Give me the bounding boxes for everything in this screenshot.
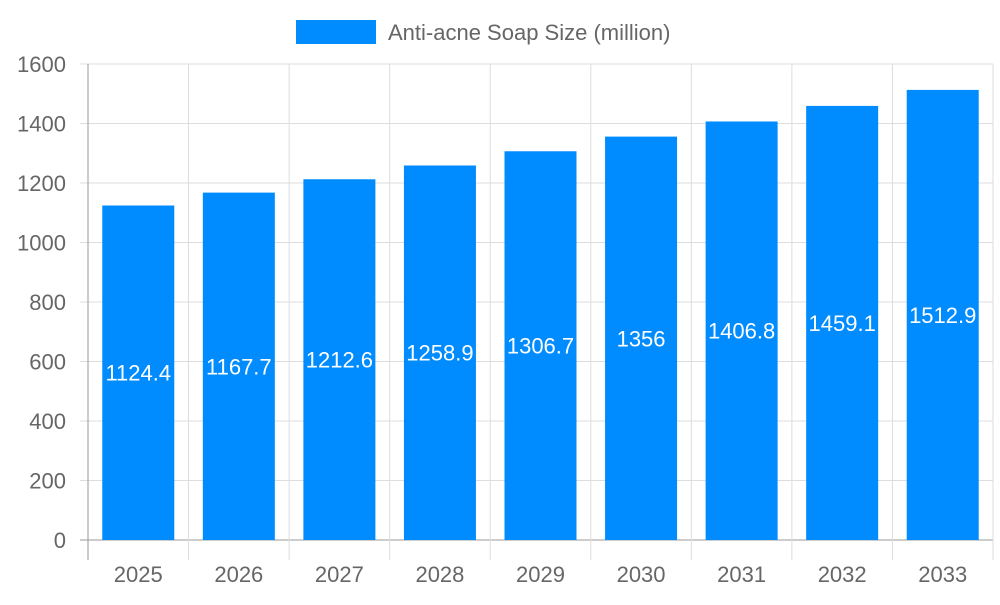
y-tick-label: 1400 [17, 112, 66, 137]
y-tick-label: 800 [29, 290, 66, 315]
x-tick-label: 2027 [315, 562, 364, 587]
data-label: 1306.7 [507, 334, 574, 359]
x-tick-label: 2032 [818, 562, 867, 587]
axes: 0 200 400 600 800 1000 1200 1400 1600 2025 2026 202… [17, 52, 967, 587]
data-label: 1212.6 [306, 348, 373, 373]
y-tick-label: 1000 [17, 231, 66, 256]
data-label: 1406.8 [708, 319, 775, 344]
legend-label[interactable]: Anti-acne Soap Size (million) [388, 20, 670, 45]
bars: 1124.4 1167.7 1212.6 1258.9 1306.7 1356 1406.8… [102, 89, 979, 541]
bar [906, 89, 979, 541]
bar [303, 179, 376, 540]
y-tick-label: 1600 [17, 52, 66, 77]
x-tick-label: 2026 [214, 562, 263, 587]
data-label: 1459.1 [809, 311, 876, 336]
data-label: 1356 [617, 326, 666, 351]
data-label: 1512.9 [909, 303, 976, 328]
bar [806, 105, 879, 540]
x-tick-label: 2031 [717, 562, 766, 587]
bar [605, 136, 678, 540]
y-tick-label: 0 [54, 528, 66, 553]
legend: Anti-acne Soap Size (million) [296, 20, 670, 45]
data-label: 1167.7 [206, 354, 272, 379]
x-tick-label: 2030 [617, 562, 666, 587]
x-tick-label: 2025 [114, 562, 163, 587]
bar [202, 192, 275, 540]
bar [102, 205, 175, 540]
bar [504, 151, 577, 540]
y-tick-label: 200 [29, 469, 66, 494]
x-tick-label: 2028 [415, 562, 464, 587]
y-tick-label: 1200 [17, 171, 66, 196]
x-tick-label: 2029 [516, 562, 565, 587]
bar [403, 165, 476, 541]
y-tick-label: 400 [29, 409, 66, 434]
bar [705, 121, 778, 541]
legend-swatch[interactable] [296, 20, 376, 44]
data-label: 1124.4 [105, 361, 171, 386]
data-label: 1258.9 [406, 341, 473, 366]
x-tick-label: 2033 [918, 562, 967, 587]
y-tick-label: 600 [29, 350, 66, 375]
